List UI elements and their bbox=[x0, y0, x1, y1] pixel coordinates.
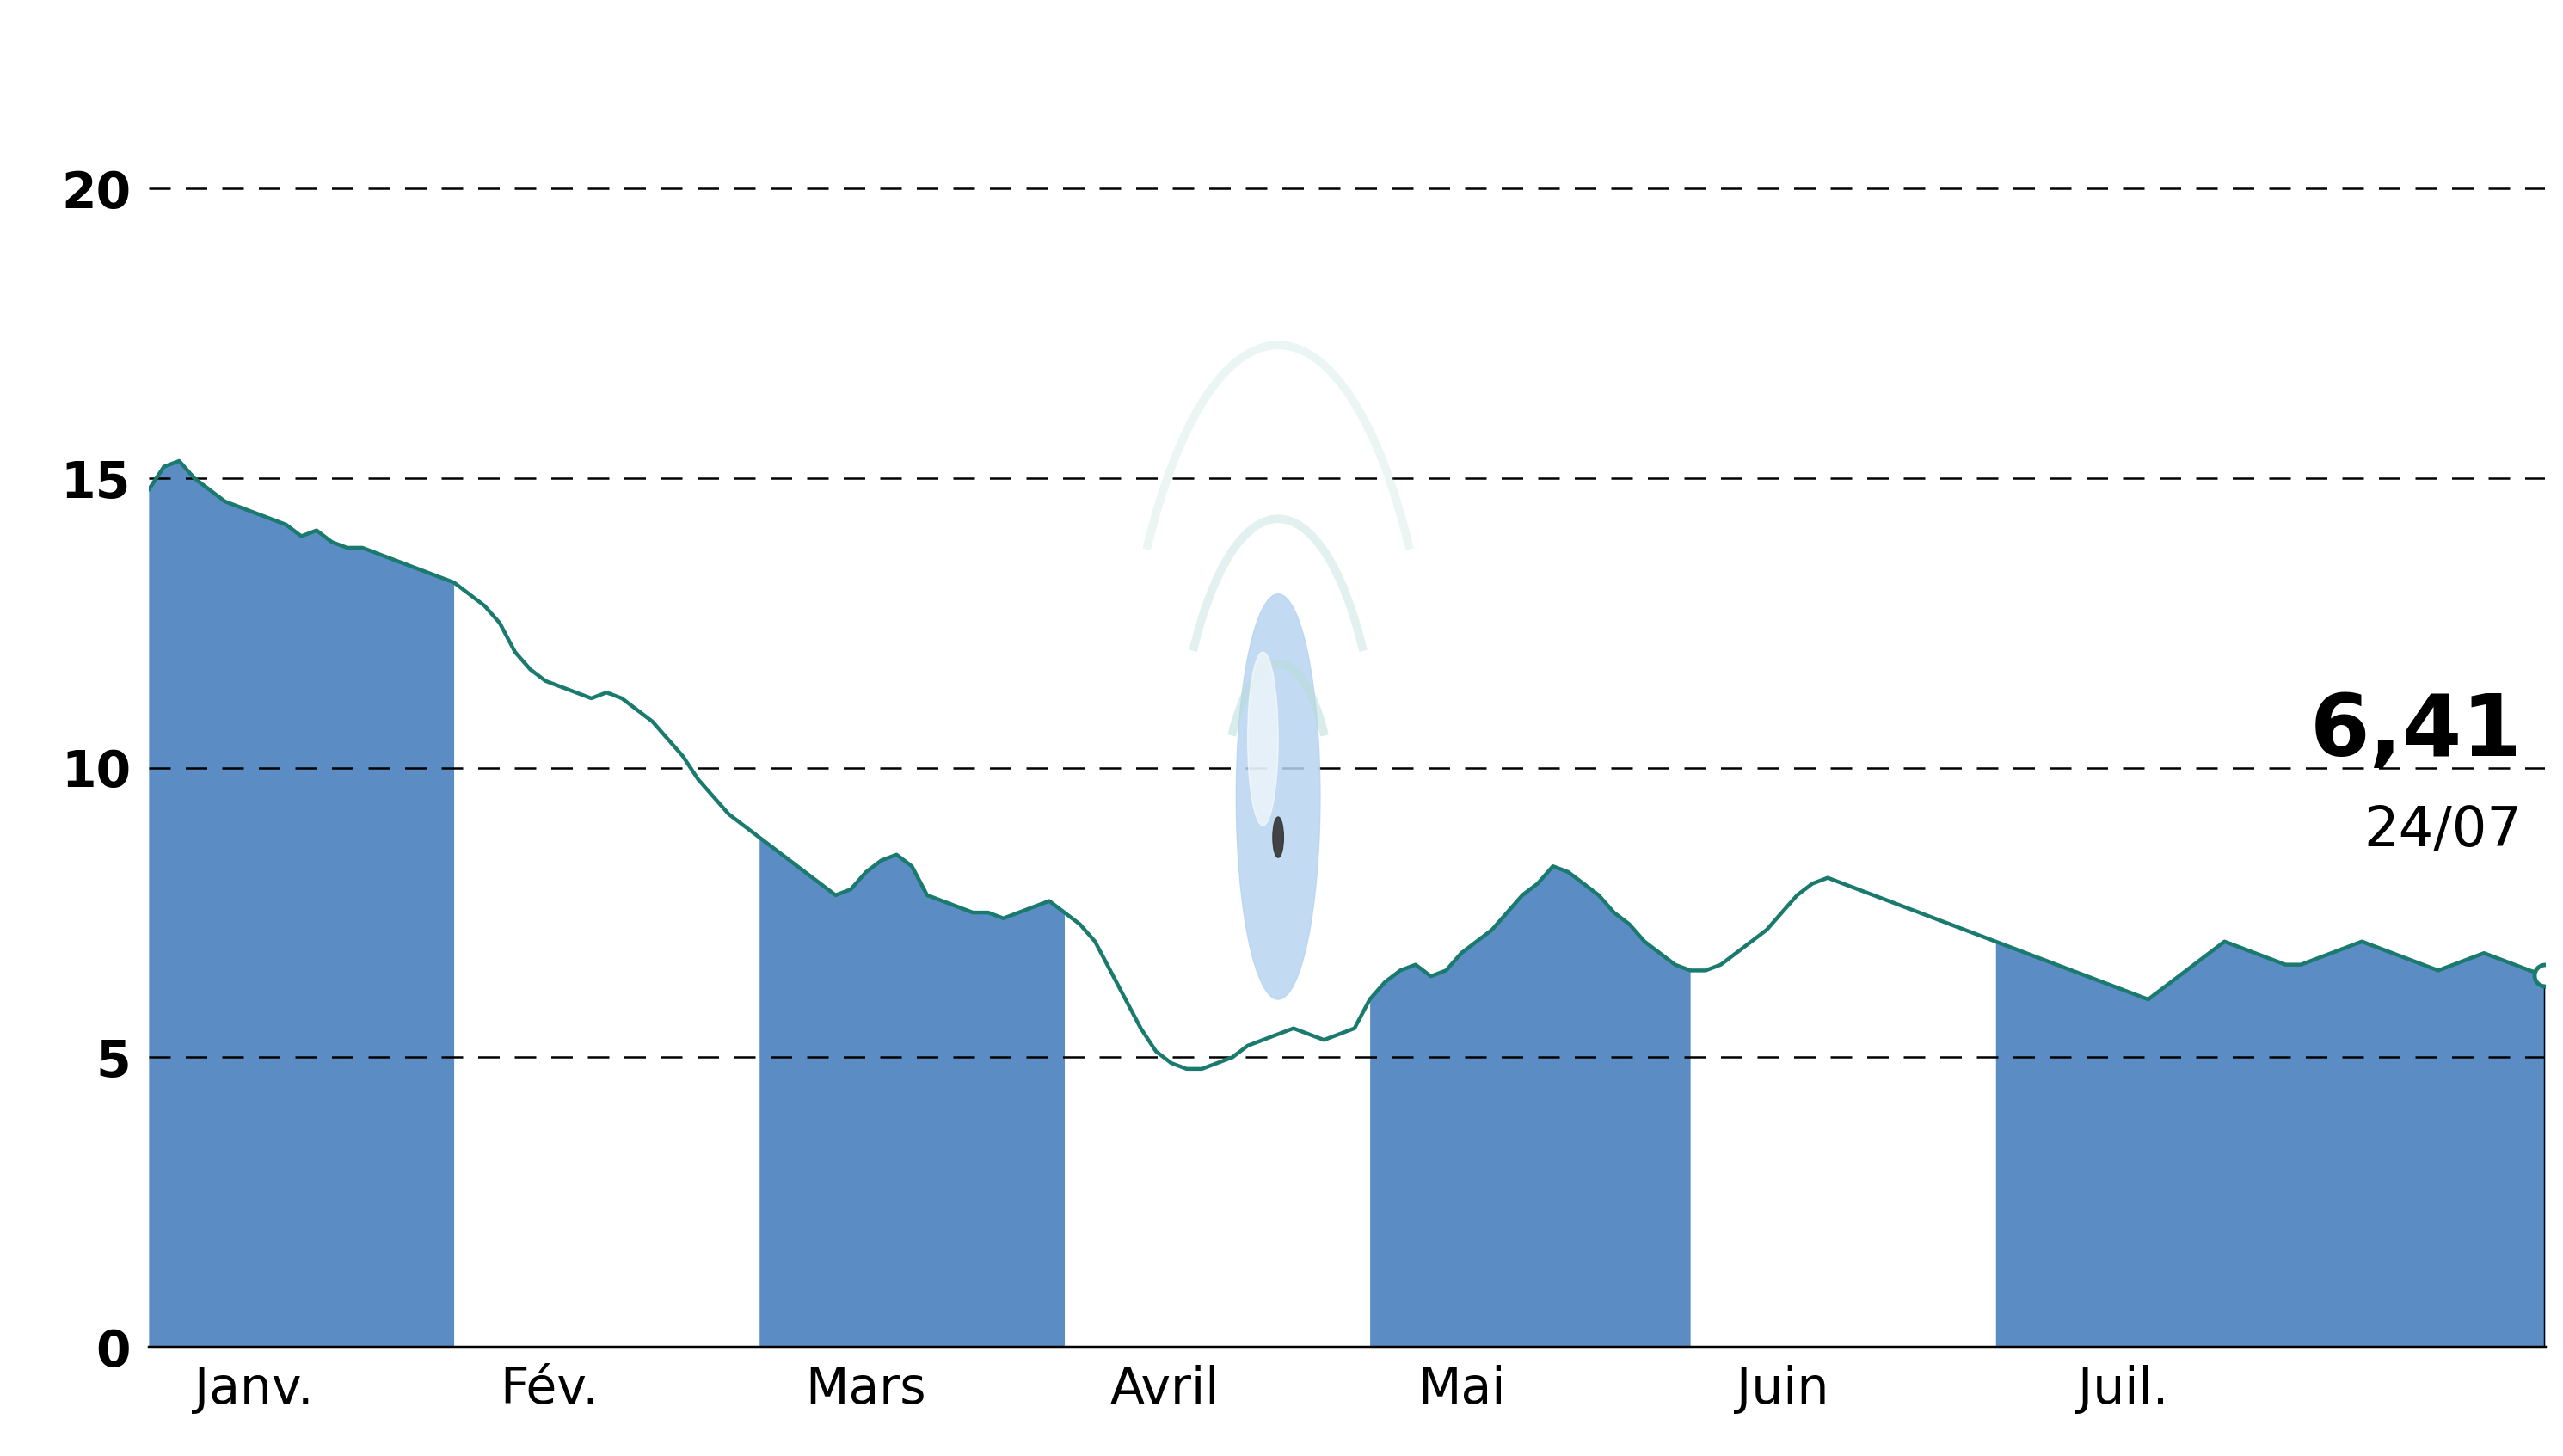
Text: 24/07: 24/07 bbox=[2363, 804, 2522, 858]
Circle shape bbox=[1274, 817, 1284, 858]
Ellipse shape bbox=[1235, 594, 1320, 999]
Text: HYDROGEN REFUELING: HYDROGEN REFUELING bbox=[623, 3, 1940, 102]
Ellipse shape bbox=[1248, 652, 1279, 826]
Text: 6,41: 6,41 bbox=[2309, 690, 2522, 775]
